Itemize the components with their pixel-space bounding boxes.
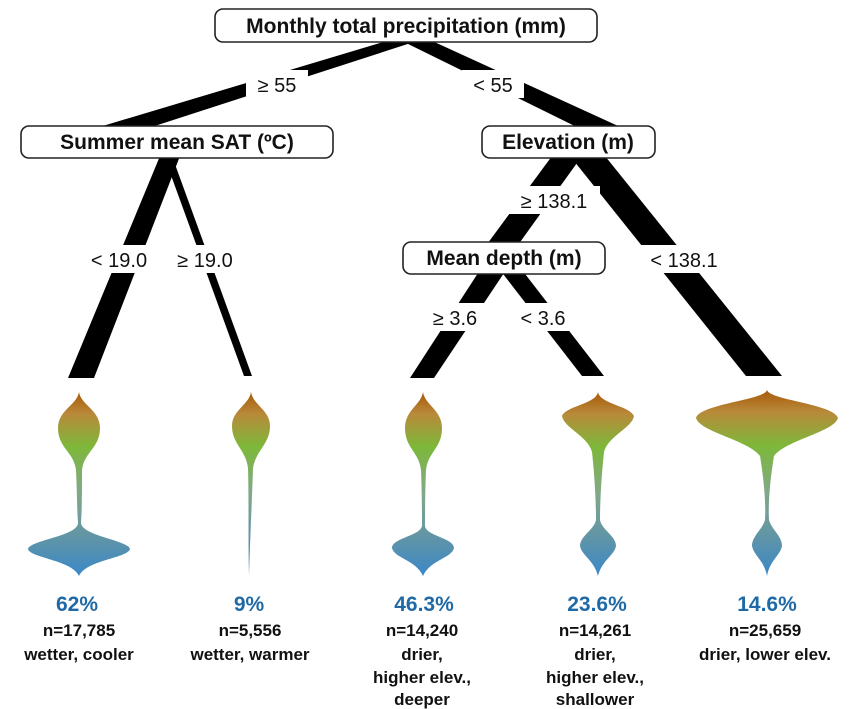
node-summer-sat-label: Summer mean SAT (ºC)	[60, 131, 294, 154]
node-summer-sat: Summer mean SAT (ºC)	[20, 125, 334, 159]
violin-leaf-3	[392, 392, 454, 576]
leaf-4-desc-2: higher elev.,	[546, 668, 644, 687]
leaf-3-desc-2: higher elev.,	[373, 668, 471, 687]
split-root-left: ≥ 55	[258, 75, 297, 97]
node-root-label: Monthly total precipitation (mm)	[246, 15, 566, 38]
node-elevation: Elevation (m)	[481, 125, 656, 159]
leaf-4-percent: 23.6%	[567, 593, 627, 616]
node-root: Monthly total precipitation (mm)	[214, 8, 598, 43]
leaf-5-desc-1: drier, lower elev.	[699, 645, 831, 664]
split-elev-high: ≥ 138.1	[521, 191, 588, 213]
violin-leaf-5	[696, 390, 838, 576]
leaf-3-desc-3: deeper	[394, 690, 450, 709]
node-elevation-label: Elevation (m)	[502, 131, 634, 154]
leaf-5-count: n=25,659	[729, 621, 801, 640]
leaf-1-desc-1: wetter, cooler	[23, 645, 134, 664]
leaf-3-desc-1: drier,	[401, 645, 443, 664]
violins	[28, 390, 838, 576]
leaf-4-desc-3: shallower	[556, 690, 635, 709]
split-root-right: < 55	[473, 75, 512, 97]
leaf-3-count: n=14,240	[386, 621, 458, 640]
split-sat-low: < 19.0	[91, 250, 147, 272]
leaf-3-percent: 46.3%	[394, 593, 454, 616]
split-sat-high: ≥ 19.0	[177, 250, 232, 272]
violin-leaf-2	[232, 392, 270, 576]
split-elev-low: < 138.1	[650, 250, 717, 272]
split-depth-low: < 3.6	[520, 308, 565, 330]
leaf-1-percent: 62%	[56, 593, 98, 616]
violin-leaf-4	[562, 392, 634, 576]
leaf-5-labels: 14.6% n=25,659 drier, lower elev.	[699, 593, 831, 664]
split-depth-high: ≥ 3.6	[433, 308, 477, 330]
node-mean-depth: Mean depth (m)	[402, 241, 606, 275]
leaf-4-labels: 23.6% n=14,261 drier, higher elev., shal…	[546, 593, 644, 709]
leaf-2-desc-1: wetter, warmer	[189, 645, 309, 664]
leaf-5-percent: 14.6%	[737, 593, 797, 616]
leaf-4-desc-1: drier,	[574, 645, 616, 664]
split-labels: ≥ 55 < 55 < 19.0 ≥ 19.0 ≥ 138.1 < 138.1 …	[80, 70, 730, 331]
leaf-2-labels: 9% n=5,556 wetter, warmer	[189, 593, 309, 664]
leaf-1-count: n=17,785	[43, 621, 115, 640]
leaf-2-percent: 9%	[234, 593, 265, 616]
leaf-1-labels: 62% n=17,785 wetter, cooler	[23, 593, 134, 664]
leaf-3-labels: 46.3% n=14,240 drier, higher elev., deep…	[373, 593, 471, 709]
violin-leaf-1	[28, 392, 130, 576]
leaf-4-count: n=14,261	[559, 621, 631, 640]
leaf-2-count: n=5,556	[219, 621, 282, 640]
node-mean-depth-label: Mean depth (m)	[426, 247, 581, 270]
